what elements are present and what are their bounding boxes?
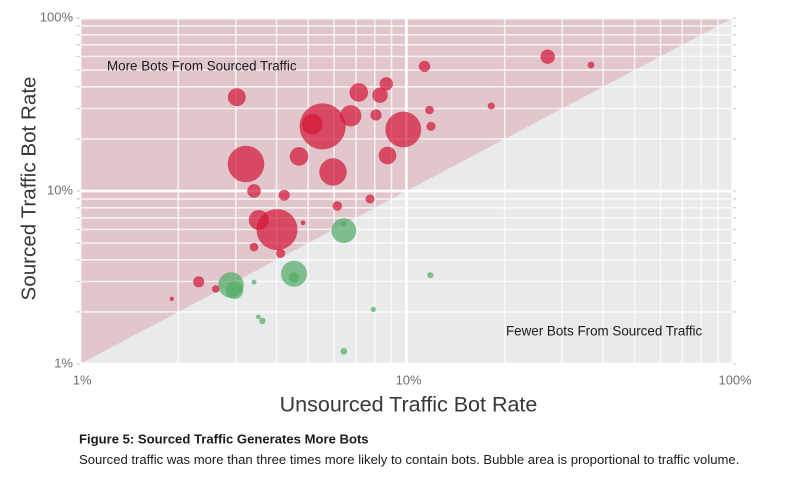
svg-text:10%: 10% (396, 373, 422, 388)
svg-text:100%: 100% (718, 373, 752, 388)
svg-text:10%: 10% (47, 183, 73, 198)
svg-text:Figure 5: Sourced Traffic Gene: Figure 5: Sourced Traffic Generates More… (79, 432, 369, 447)
svg-text:Sourced traffic was more than: Sourced traffic was more than three time… (79, 452, 739, 467)
svg-text:More Bots From Sourced Traffic: More Bots From Sourced Traffic (107, 59, 297, 74)
svg-text:Sourced Traffic Bot Rate: Sourced Traffic Bot Rate (18, 77, 41, 301)
svg-text:Unsourced Traffic Bot Rate: Unsourced Traffic Bot Rate (280, 393, 538, 417)
svg-text:Fewer Bots From Sourced Traffi: Fewer Bots From Sourced Traffic (506, 324, 703, 339)
svg-text:100%: 100% (40, 10, 74, 25)
svg-text:1%: 1% (54, 356, 73, 371)
svg-text:1%: 1% (73, 373, 92, 388)
